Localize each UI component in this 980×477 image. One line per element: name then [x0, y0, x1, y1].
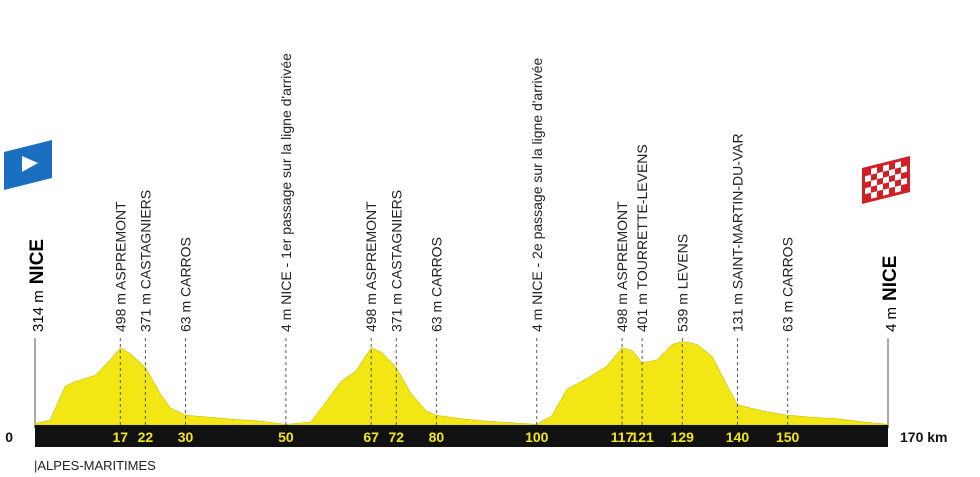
flag-square [895, 173, 901, 181]
axis-bar [35, 425, 888, 447]
x-tick-label: 30 [178, 429, 194, 445]
finish-name: NICE [880, 256, 901, 301]
flag-square [877, 183, 883, 192]
flag-square [889, 180, 895, 189]
flag-square [871, 167, 877, 175]
x-tick-label: 72 [388, 429, 404, 445]
flag-square [883, 176, 889, 184]
waypoint-label: 63 m CARROS [780, 237, 796, 332]
waypoint-label: 498 m ASPREMONT [363, 201, 379, 332]
waypoint-label: 498 m ASPREMONT [614, 201, 630, 332]
finish-label: 4 m NICE [880, 256, 901, 332]
x-tick-label: 117 [611, 429, 634, 445]
x-tick-label: 17 [113, 429, 129, 445]
waypoint-label: 63 m CARROS [178, 237, 194, 332]
flag-square [871, 179, 877, 187]
x-tick-label: 22 [138, 429, 154, 445]
x-tick-label: 100 [525, 429, 549, 445]
flag-square [901, 165, 907, 174]
waypoint-label: 4 m NICE - 2e passage sur la ligne d'arr… [529, 58, 545, 332]
x-tick-label: 80 [429, 429, 445, 445]
waypoint-label: 539 m LEVENS [674, 234, 690, 332]
flag-square [877, 171, 883, 180]
x-tick-label: 50 [278, 429, 294, 445]
flag-square [865, 186, 871, 195]
x-tick-label: 129 [671, 429, 695, 445]
start-flag [4, 140, 52, 190]
x-tick-label: 121 [630, 429, 654, 445]
flag-square [883, 188, 889, 196]
waypoint-label: 401 m TOURRETTE-LEVENS [634, 144, 650, 332]
waypoint-label: 371 m CASTAGNIERS [388, 190, 404, 332]
x-tick-label: 170 km [900, 429, 947, 445]
x-tick-label: 140 [726, 429, 750, 445]
flag-square [871, 191, 877, 199]
start-label: 314 m NICE [27, 239, 48, 332]
flag-square [889, 168, 895, 177]
waypoint-label: 63 m CARROS [428, 237, 444, 332]
flag-square [895, 161, 901, 169]
profile [34, 341, 889, 426]
waypoint-label: 371 m CASTAGNIERS [137, 190, 153, 332]
finish-flag [862, 156, 910, 204]
waypoint-label: 4 m NICE - 1er passage sur la ligne d'ar… [278, 53, 294, 332]
waypoint-label: 498 m ASPREMONT [112, 201, 128, 332]
finish-elevation: 4 m [883, 307, 900, 332]
waypoint-label: 131 m SAINT-MARTIN-DU-VAR [729, 133, 745, 332]
start-elevation: 314 m [30, 290, 47, 332]
x-tick-label: 0 [5, 429, 13, 445]
footer: |ALPES-MARITIMES [34, 458, 156, 473]
start-name: NICE [27, 239, 48, 284]
x-tick-label: 150 [776, 429, 800, 445]
x-tick-label: 67 [363, 429, 379, 445]
flag-square [895, 185, 901, 193]
flag-square [883, 164, 889, 172]
flag-square [901, 177, 907, 186]
flag-square [865, 174, 871, 183]
